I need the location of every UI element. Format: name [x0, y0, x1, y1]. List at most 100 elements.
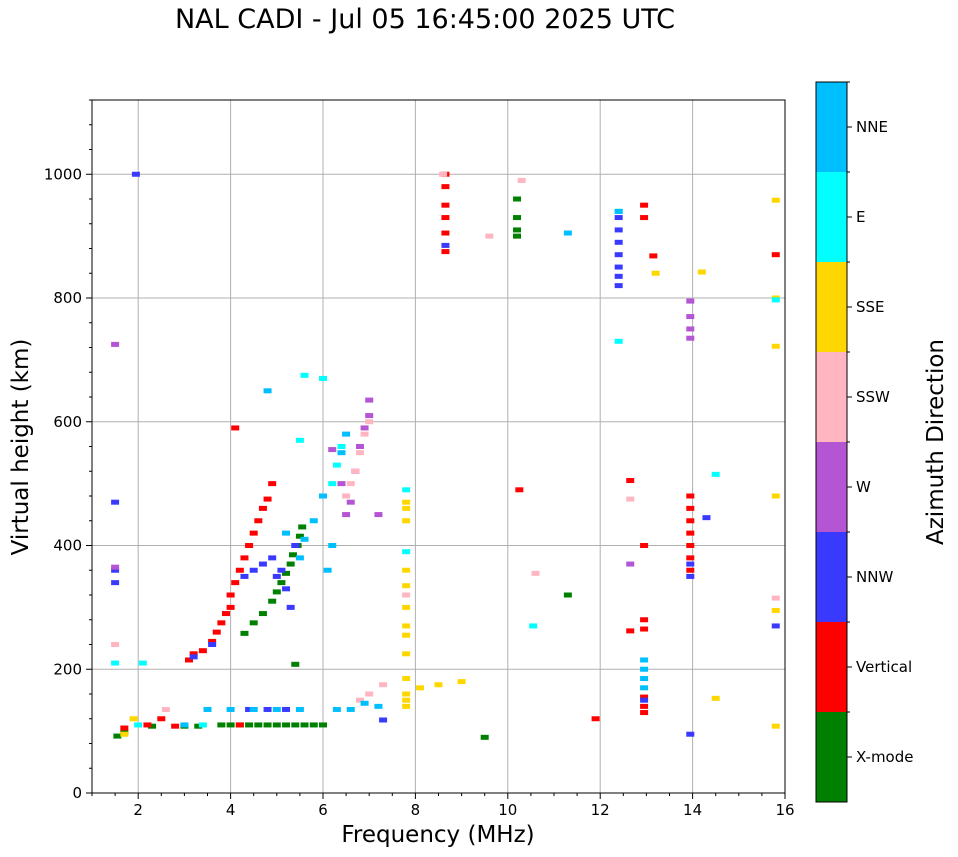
colorbar-frame: [815, 81, 848, 803]
echo-point-nne: [563, 230, 572, 236]
axes: 2 4 6 8 10 12 14 16 0 200 400 600 800 1000: [44, 99, 795, 819]
x-tick-label: 10: [498, 801, 517, 819]
echo-point-nnw: [277, 567, 286, 573]
echo-point-ssw: [161, 706, 170, 712]
echo-point-ssw: [379, 682, 388, 688]
echo-point-sse: [651, 270, 660, 276]
echo-point-e: [300, 372, 309, 378]
echo-point-e: [319, 375, 327, 381]
y-tick-label: 800: [53, 289, 82, 307]
echo-point-e: [402, 487, 411, 493]
echo-point-nne: [309, 518, 318, 524]
y-tick-label: 200: [53, 660, 82, 678]
echo-point-nnw: [614, 273, 623, 279]
echo-point-x-mode: [113, 733, 122, 739]
echo-point-nnw: [614, 252, 623, 258]
echo-point-vertical: [626, 628, 635, 634]
echo-point-vertical: [249, 530, 258, 536]
echo-point-sse: [771, 197, 780, 203]
colorbar-tick-label: SSE: [856, 298, 885, 316]
echo-point-nnw: [111, 567, 120, 573]
echo-point-sse: [402, 583, 411, 589]
y-axis-label: Virtual height (km): [8, 339, 34, 556]
echo-point-x-mode: [513, 196, 522, 202]
echo-point-ssw: [771, 595, 780, 601]
echo-point-nnw: [771, 623, 780, 629]
echo-point-x-mode: [513, 215, 522, 221]
echo-point-sse: [771, 607, 780, 613]
echo-point-ssw: [346, 481, 355, 487]
echo-point-vertical: [231, 580, 240, 586]
echo-point-nne: [203, 706, 212, 712]
echo-point-nne: [272, 706, 281, 712]
echo-point-sse: [697, 269, 706, 275]
echo-point-nnw: [282, 586, 291, 592]
echo-point-x-mode: [194, 723, 203, 729]
colorbar-tick-label: X-mode: [856, 748, 913, 766]
echo-point-ssw: [439, 171, 448, 177]
echo-point-sse: [402, 632, 411, 638]
echo-point-e: [295, 437, 304, 443]
echo-point-vertical: [686, 493, 695, 499]
echo-point-sse: [402, 691, 411, 697]
echo-point-ssw: [360, 431, 369, 437]
echo-point-nne: [346, 706, 355, 712]
echo-point-x-mode: [300, 722, 309, 728]
x-tick-label: 4: [226, 801, 236, 819]
echo-point-nnw: [441, 242, 450, 248]
echo-point-vertical: [120, 725, 129, 731]
echo-point-vertical: [441, 184, 450, 190]
echo-point-x-mode: [254, 722, 263, 728]
echo-point-x-mode: [148, 723, 157, 729]
echo-point-sse: [771, 493, 780, 499]
echo-point-vertical: [640, 626, 649, 632]
echo-point-e: [529, 623, 538, 629]
echo-point-nnw: [263, 706, 272, 712]
echo-point-vertical: [212, 629, 221, 635]
echo-point-vertical: [686, 555, 695, 561]
colorbar-tick-label: Vertical: [856, 658, 912, 676]
echo-point-ssw: [355, 450, 364, 456]
echo-point-x-mode: [258, 611, 267, 617]
echo-point-nnw: [686, 731, 695, 737]
echo-point-w: [686, 314, 695, 320]
echo-point-ssw: [517, 177, 526, 183]
echo-point-vertical: [198, 648, 207, 654]
echo-point-nne: [328, 543, 337, 548]
echo-point-nnw: [272, 573, 281, 579]
echo-point-nne: [300, 536, 309, 542]
echo-point-nne: [263, 388, 272, 394]
y-tick-label: 400: [53, 537, 82, 555]
echo-point-vertical: [640, 703, 649, 709]
echo-point-vertical: [441, 202, 450, 208]
x-tick-label: 6: [318, 801, 328, 819]
echo-point-vertical: [686, 505, 695, 511]
echo-point-e: [138, 660, 147, 666]
echo-point-sse: [711, 695, 720, 701]
echo-point-nnw: [614, 239, 623, 245]
echo-point-vertical: [185, 657, 194, 663]
echo-point-vertical: [640, 202, 649, 208]
echo-point-ssw: [365, 691, 374, 697]
echo-point-sse: [402, 499, 411, 505]
echo-point-sse: [402, 567, 411, 573]
echo-point-sse: [402, 676, 411, 682]
echo-point-ssw: [351, 468, 360, 474]
echo-point-nne: [295, 555, 304, 561]
echo-point-vertical: [591, 716, 600, 722]
echo-point-x-mode: [263, 722, 272, 728]
echo-point-vertical: [640, 543, 649, 548]
echo-point-w: [346, 499, 355, 505]
echo-point-vertical: [235, 722, 244, 728]
echo-point-vertical: [226, 604, 235, 610]
echo-point-e: [332, 462, 341, 468]
echo-point-nnw: [614, 215, 623, 221]
x-tick-label: 16: [775, 801, 794, 819]
echo-point-vertical: [640, 215, 649, 221]
echo-point-x-mode: [319, 722, 327, 728]
echo-point-vertical: [441, 215, 450, 221]
echo-point-x-mode: [272, 722, 281, 728]
echo-point-w: [355, 444, 364, 449]
echo-point-vertical: [626, 478, 635, 484]
